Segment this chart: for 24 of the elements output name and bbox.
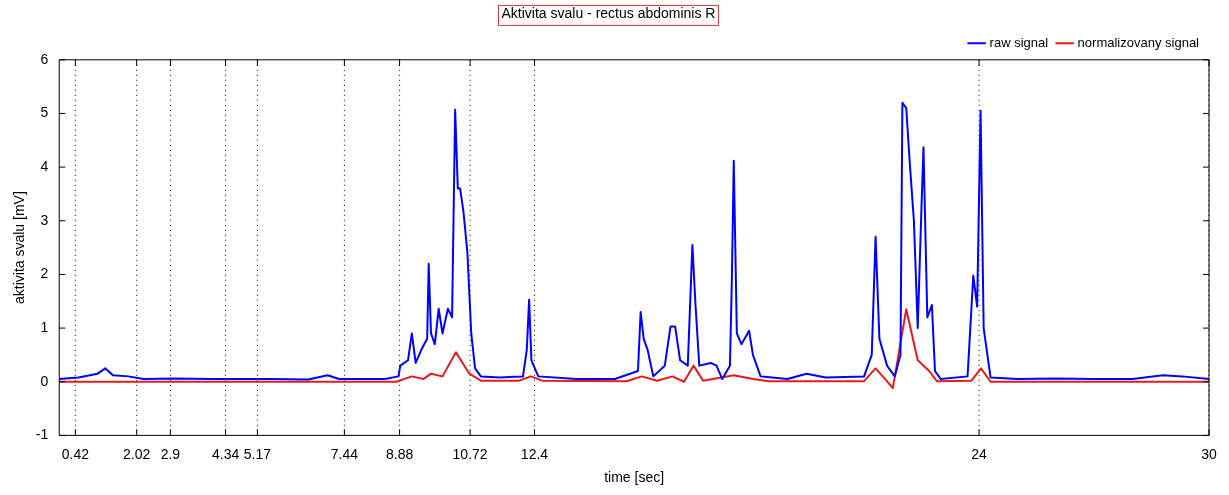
x-tick-label: 30 [1201,445,1217,462]
x-tick-label: 24 [971,445,988,462]
x-axis-title: time [sec] [604,469,665,486]
y-tick-label: 2 [40,265,49,282]
x-tick-label: 10.72 [452,445,488,462]
y-tick-label: 5 [40,104,49,121]
y-tick-label: 3 [40,211,49,228]
y-tick-label: 0 [40,372,49,389]
y-tick-label: -1 [35,426,49,443]
x-tick-label: 12.4 [520,445,549,462]
x-tick-label: 7.44 [330,445,359,462]
x-tick-label: 5.17 [243,445,272,462]
y-tick-label: 1 [40,318,49,335]
x-tick-label: 0.42 [61,445,90,462]
legend-label: normalizovany signal [1077,34,1200,50]
y-axis-title: aktivita svalu [mV] [11,191,28,305]
x-tick-label: 8.88 [385,445,414,462]
x-tick-label: 2.9 [160,445,181,462]
legend-label: raw signal [989,34,1049,50]
x-tick-label: 2.02 [123,445,151,462]
y-tick-label: 4 [40,157,49,174]
y-tick-label: 6 [40,50,49,67]
chart-title: Aktivita svalu - rectus abdominis R [501,5,716,22]
x-tick-label: 4.34 [211,445,240,462]
